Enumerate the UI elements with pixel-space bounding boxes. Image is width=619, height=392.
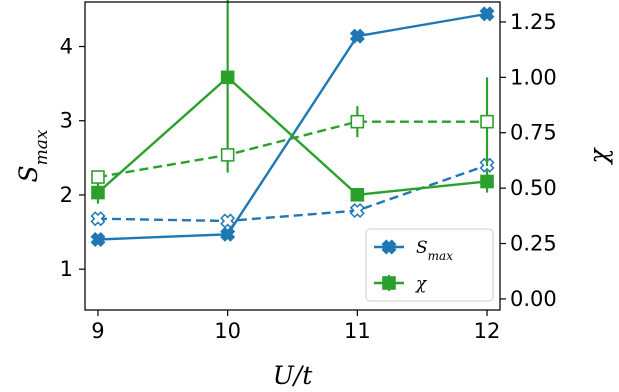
plot-marks xyxy=(90,0,495,247)
x-tick-label: 10 xyxy=(214,319,241,343)
data-point xyxy=(91,170,105,184)
left-y-tick-label: 3 xyxy=(60,109,73,133)
data-point xyxy=(91,185,105,200)
series-1-left-dashed xyxy=(90,157,495,229)
series-line xyxy=(97,75,488,197)
data-point xyxy=(90,231,106,247)
data-point xyxy=(480,114,494,129)
series-line xyxy=(97,120,488,179)
right-y-tick-label: 0.25 xyxy=(510,232,557,256)
data-point xyxy=(350,187,365,202)
legend-label-smax: Smax xyxy=(416,238,453,263)
legend-marker xyxy=(382,276,396,290)
series-line xyxy=(97,164,488,223)
x-axis-label: U/t xyxy=(273,361,313,390)
left-y-tick-label: 2 xyxy=(60,183,73,207)
legend-handle-1 xyxy=(374,275,404,291)
legend-box xyxy=(365,228,494,302)
data-point xyxy=(90,211,106,227)
x-tick-label: 12 xyxy=(474,319,501,343)
data-point xyxy=(220,70,235,85)
x-tick-label: 11 xyxy=(344,319,371,343)
right-y-tick-label: 1.25 xyxy=(510,10,557,34)
legend-label-smax-base: S xyxy=(416,238,428,258)
data-point xyxy=(220,213,236,229)
left-axis-label: Smax xyxy=(14,129,52,182)
data-point xyxy=(479,6,495,22)
left-axis-label-sub: max xyxy=(32,129,52,165)
data-point xyxy=(349,28,365,44)
right-y-tick-label: 1.00 xyxy=(510,65,557,89)
series-2-right-solid xyxy=(91,0,494,204)
series-3-right-dashed xyxy=(91,77,494,184)
series-line xyxy=(97,12,488,241)
right-y-tick-label: 0.75 xyxy=(510,121,557,145)
left-y-tick-label: 1 xyxy=(60,257,73,281)
data-point xyxy=(220,148,235,162)
left-y-tick-label: 4 xyxy=(60,35,73,59)
left-axis-label-base: S xyxy=(14,165,43,182)
legend: Smax χ xyxy=(365,228,494,302)
right-y-tick-label: 0.00 xyxy=(510,287,557,311)
right-y-tick-label: 0.50 xyxy=(510,176,557,200)
data-point xyxy=(349,203,365,219)
data-point xyxy=(350,114,365,129)
plot-frame xyxy=(84,1,501,311)
series-0-left-solid xyxy=(90,6,495,247)
legend-marker xyxy=(381,239,397,255)
data-point xyxy=(480,174,494,189)
legend-handle-0 xyxy=(374,239,404,255)
legend-label-smax-sub: max xyxy=(428,249,454,263)
right-axis-label: χ xyxy=(584,147,613,166)
legend-label-chi: χ xyxy=(415,274,428,294)
x-tick-label: 9 xyxy=(91,319,104,343)
